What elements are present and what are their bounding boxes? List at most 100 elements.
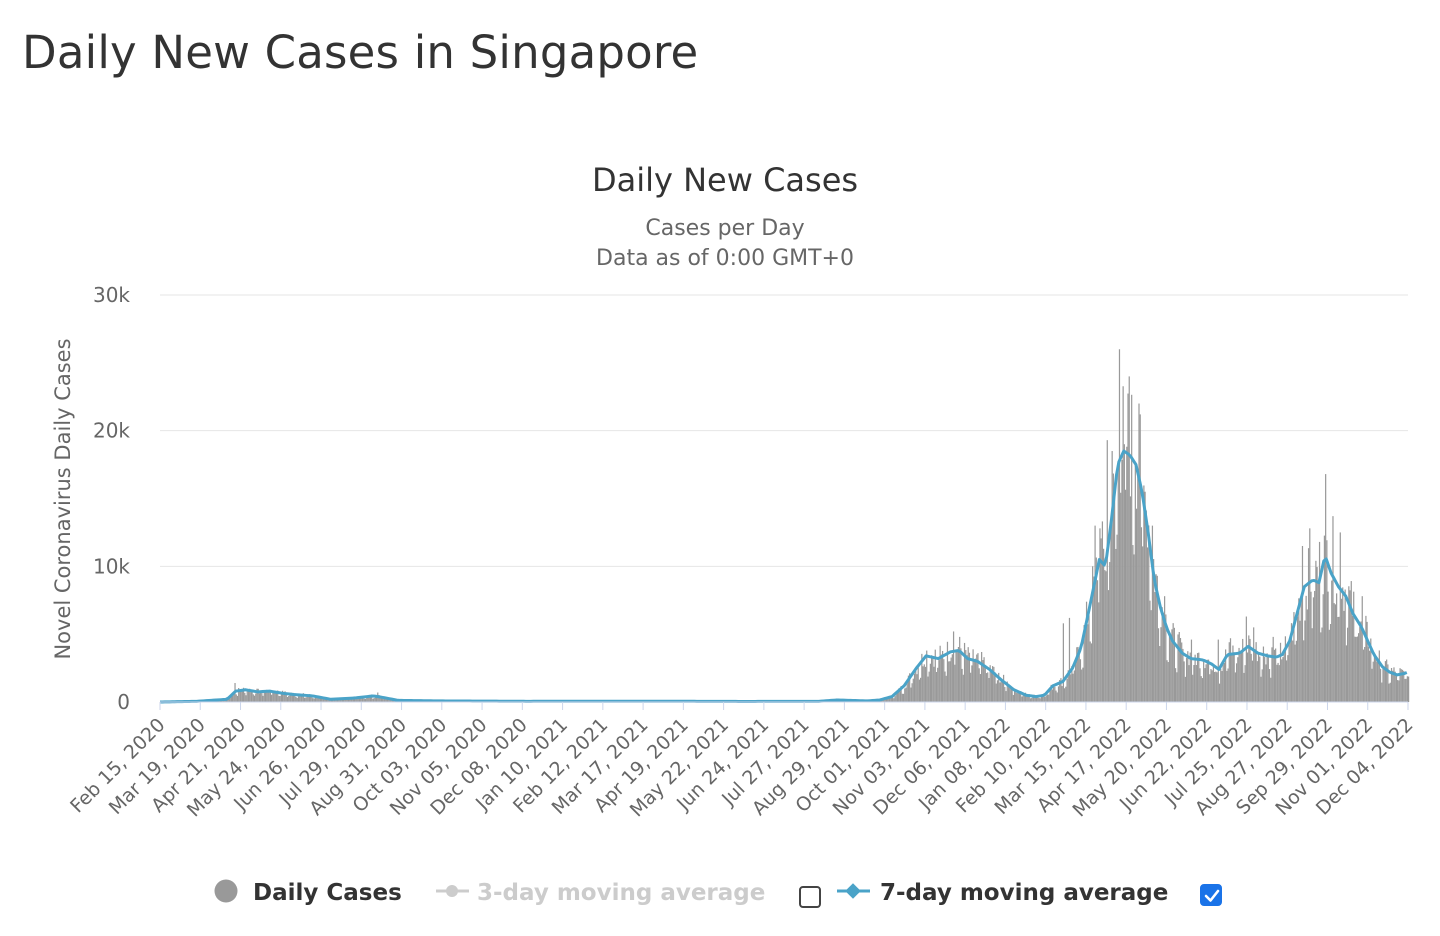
bar <box>929 663 931 702</box>
bar <box>921 653 923 702</box>
bar <box>242 687 245 702</box>
bar <box>1123 444 1125 702</box>
bar <box>1238 647 1240 702</box>
bar <box>1128 376 1130 702</box>
bar <box>288 696 290 702</box>
bar <box>1360 621 1362 702</box>
bar <box>1100 538 1102 702</box>
bar <box>262 695 264 702</box>
bar <box>241 691 243 702</box>
bar <box>1253 627 1255 702</box>
y-tick-labels: 0 10k 20k 30k <box>93 283 130 714</box>
bar <box>294 695 296 702</box>
bar <box>1146 547 1149 702</box>
bar <box>1310 591 1312 702</box>
bar <box>382 698 384 702</box>
bar <box>940 654 942 702</box>
bar <box>1394 671 1396 702</box>
bar <box>1244 665 1246 702</box>
bar <box>1343 610 1345 702</box>
bar <box>1240 650 1243 702</box>
bar <box>1031 698 1033 702</box>
bar <box>1383 669 1385 702</box>
bar <box>1367 646 1369 702</box>
bar <box>383 697 385 702</box>
bar <box>1165 614 1167 702</box>
bar <box>1234 672 1236 702</box>
bar <box>1279 642 1282 702</box>
bar <box>319 696 322 702</box>
bar <box>906 680 908 702</box>
bar <box>943 659 945 702</box>
bar <box>967 647 969 702</box>
bar <box>1182 648 1184 702</box>
bar <box>1372 661 1374 702</box>
bar <box>1183 661 1185 702</box>
bar <box>384 698 386 702</box>
bar <box>1390 667 1393 702</box>
bar <box>1040 695 1043 702</box>
bar <box>1137 476 1139 702</box>
bar <box>1255 642 1257 702</box>
chart: Daily New Cases Cases per Day Data as of… <box>51 161 1418 821</box>
bar <box>951 654 953 702</box>
bar <box>1245 616 1247 702</box>
bar <box>1013 691 1016 702</box>
bar <box>1286 660 1288 702</box>
bar <box>1054 686 1056 702</box>
bar <box>941 650 944 702</box>
bar <box>258 693 261 702</box>
bar <box>982 660 984 702</box>
bar <box>1065 686 1067 702</box>
bar <box>910 687 912 702</box>
bar <box>1044 696 1046 702</box>
legend-item-3-day-average[interactable]: 3-day moving average <box>435 878 765 908</box>
bar <box>260 691 262 702</box>
bar <box>909 673 911 702</box>
moving-average-line <box>159 449 1408 704</box>
bar <box>1389 682 1391 702</box>
bar <box>256 688 258 702</box>
bar <box>1267 654 1269 702</box>
bar <box>280 694 282 702</box>
bar <box>1010 685 1012 702</box>
checkbox-3-day-average[interactable] <box>799 886 821 908</box>
bar <box>1023 694 1025 702</box>
bar <box>1283 652 1285 702</box>
bar <box>313 698 315 702</box>
bar <box>291 693 293 702</box>
bar <box>324 698 326 702</box>
bar <box>1215 671 1217 702</box>
bar <box>1150 610 1152 702</box>
bar <box>1370 638 1372 702</box>
bar <box>931 655 933 702</box>
bar <box>239 689 241 702</box>
bar <box>230 695 232 702</box>
bar <box>311 695 313 702</box>
bar <box>1328 629 1330 702</box>
bar <box>1173 627 1175 702</box>
bar <box>1118 349 1121 702</box>
bar <box>364 698 367 702</box>
legend-item-daily-cases[interactable]: Daily Cases <box>214 878 402 908</box>
bar <box>389 698 391 702</box>
checkbox-7-day-average[interactable] <box>1200 884 1222 906</box>
bar <box>303 697 306 702</box>
bar <box>1227 668 1229 702</box>
bar <box>1211 670 1213 702</box>
bar <box>358 696 361 702</box>
bar <box>1232 645 1234 702</box>
bar <box>1068 617 1071 702</box>
bar <box>273 690 275 702</box>
bar <box>1293 612 1295 702</box>
bar <box>1156 575 1158 702</box>
bar <box>336 698 339 702</box>
bar <box>972 649 974 702</box>
bar <box>353 698 356 702</box>
bar <box>1399 668 1401 702</box>
bar <box>1223 662 1226 702</box>
bar <box>985 673 988 702</box>
bar <box>1161 607 1163 702</box>
legend-item-7-day-average[interactable]: 7-day moving average <box>836 878 1168 908</box>
bar <box>1270 677 1272 702</box>
